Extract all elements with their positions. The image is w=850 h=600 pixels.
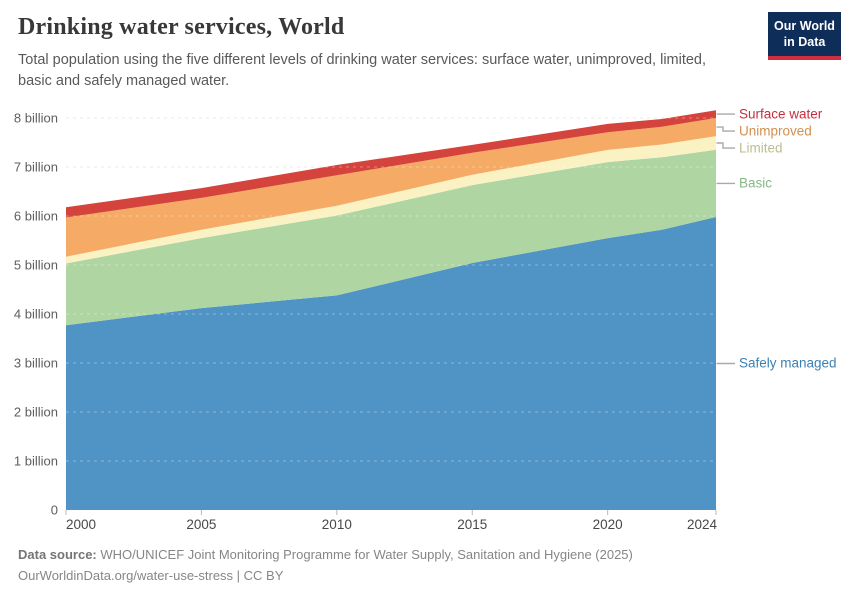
x-axis-label-2024: 2024	[687, 517, 718, 532]
surface-water-area[interactable]	[66, 110, 716, 218]
license-line: OurWorldinData.org/water-use-stress | CC…	[18, 568, 284, 584]
chart-footer: Data source: WHO/UNICEF Joint Monitoring…	[18, 544, 633, 586]
x-axis-label-2015: 2015	[457, 517, 487, 532]
y-axis-label-2-billion: 2 billion	[14, 405, 58, 420]
legend-label-basic[interactable]: Basic	[739, 175, 773, 191]
legend-label-surface-water[interactable]: Surface water	[739, 106, 823, 122]
y-axis-label-1-billion: 1 billion	[14, 454, 58, 469]
x-axis-label-2010: 2010	[322, 517, 352, 532]
x-axis-label-2000: 2000	[66, 517, 96, 532]
data-source-label: Data source:	[18, 547, 97, 562]
y-axis-label-8-billion: 8 billion	[14, 111, 58, 126]
chart-svg[interactable]: 0 1 billion 2 billion 3 billion 4 billion 5 b…	[0, 95, 850, 540]
owid-logo-line2: in Data	[783, 35, 826, 50]
limited-area[interactable]	[66, 136, 716, 264]
unimproved-area[interactable]	[66, 118, 716, 257]
y-axis-label-0: 0	[51, 503, 58, 518]
legend-label-unimproved[interactable]: Unimproved	[739, 123, 812, 139]
chart-subtitle: Total population using the five differen…	[18, 52, 707, 89]
y-axis-label-3-billion: 3 billion	[14, 356, 58, 371]
basic-area[interactable]	[66, 149, 716, 326]
x-axis-label-2020: 2020	[593, 517, 623, 532]
safely-managed-area[interactable]	[66, 217, 716, 510]
chart-canvas[interactable]: 0 1 billion 2 billion 3 billion 4 billion 5 b…	[0, 95, 850, 540]
y-axis-label-7-billion: 7 billion	[14, 160, 58, 175]
owid-logo: Our World in Data	[768, 12, 841, 60]
page-title: Drinking water services, World	[18, 14, 345, 40]
data-source-text: WHO/UNICEF Joint Monitoring Programme fo…	[100, 547, 633, 562]
legend-label-safely-managed[interactable]: Safely managed	[739, 355, 837, 371]
unimproved-legend-connector	[716, 126, 735, 132]
legend-label-limited[interactable]: Limited	[739, 140, 783, 156]
limited-legend-connector	[716, 142, 735, 149]
data-source-line: Data source: WHO/UNICEF Joint Monitoring…	[18, 544, 633, 565]
owid-logo-line1: Our World	[774, 19, 835, 33]
y-axis-label-4-billion: 4 billion	[14, 307, 58, 322]
x-axis-label-2005: 2005	[186, 517, 216, 532]
y-axis-label-6-billion: 6 billion	[14, 209, 58, 224]
y-axis-label-5-billion: 5 billion	[14, 258, 58, 273]
